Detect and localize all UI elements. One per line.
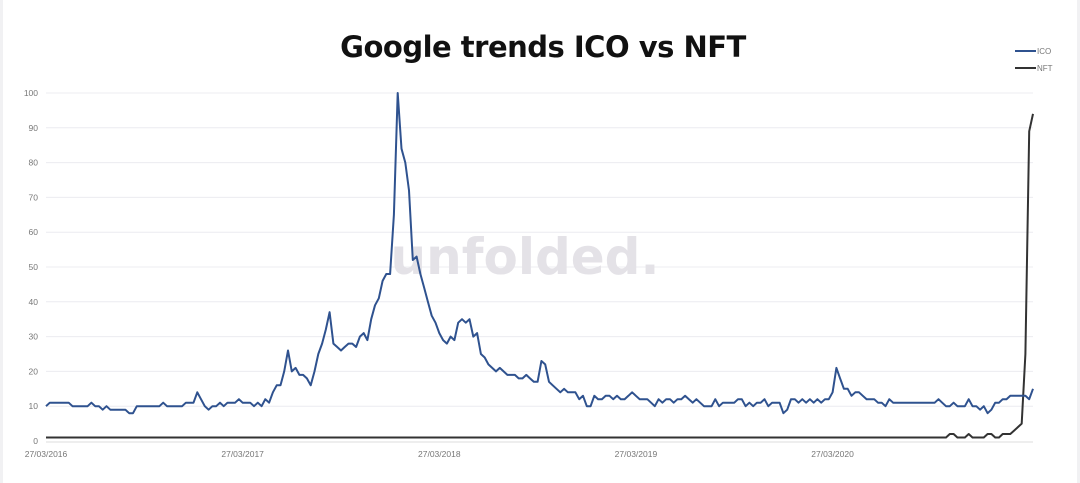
y-tick-label: 80 [29,158,39,168]
watermark: unfolded. [391,228,660,286]
y-tick-label: 20 [29,366,39,376]
x-tick-label: 27/03/2017 [221,449,264,459]
y-tick-label: 10 [29,401,39,411]
y-tick-label: 100 [24,88,38,98]
line-chart: unfolded. 0 10 20 30 40 50 60 70 80 90 100 27/03/2… [24,47,1053,459]
legend-label: NFT [1037,64,1053,73]
x-tick-label: 27/03/2020 [811,449,854,459]
chart-title: Google trends ICO vs NFT [340,30,746,64]
series-line-nft [46,113,1034,439]
legend-label: ICO [1037,47,1051,56]
y-tick-label: 0 [33,436,38,446]
x-tick-label: 27/03/2018 [418,449,461,459]
y-tick-label: 50 [29,262,39,272]
x-tick-label: 27/03/2019 [615,449,658,459]
series-line-ico [45,92,1034,415]
y-tick-label: 40 [29,297,39,307]
y-tick-label: 70 [29,192,39,202]
y-tick-label: 30 [29,332,39,342]
y-tick-label: 90 [29,123,39,133]
x-tick-label: 27/03/2016 [25,449,68,459]
y-tick-label: 60 [29,227,39,237]
